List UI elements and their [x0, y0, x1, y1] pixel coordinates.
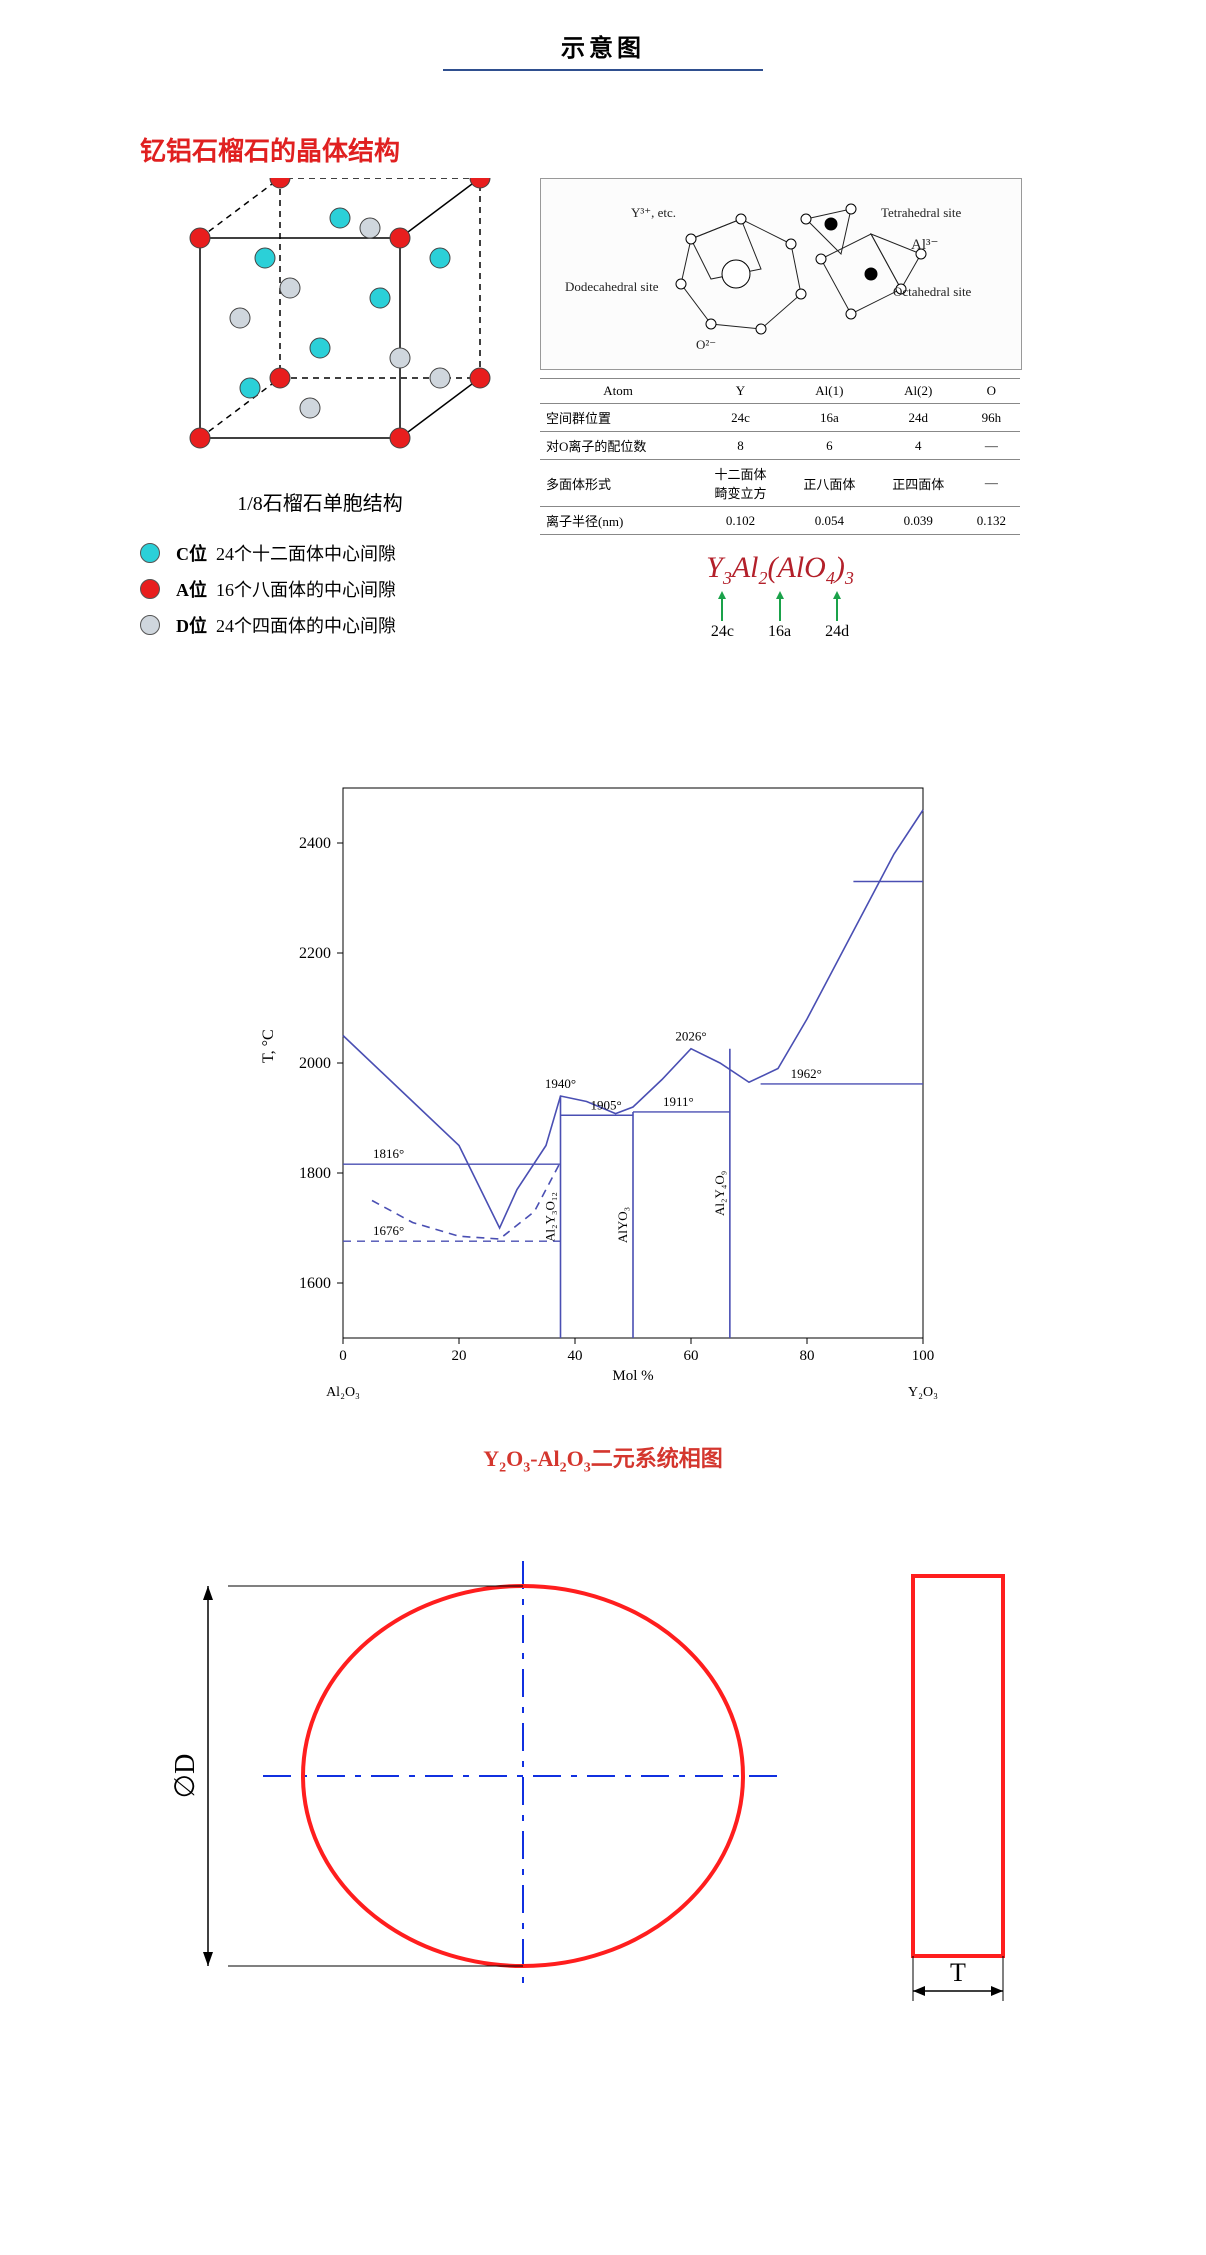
svg-text:1600: 1600 — [299, 1275, 331, 1292]
disc-front-view: ∅D — [153, 1556, 803, 1996]
table-header-cell: Al(1) — [785, 379, 874, 404]
table-cell: 十二面体 畸变立方 — [696, 460, 785, 507]
table-cell: 对O离子的配位数 — [540, 432, 696, 460]
table-cell: 多面体形式 — [540, 460, 696, 507]
formula-arrow: 16a — [768, 591, 791, 641]
page-title: 示意图 — [0, 0, 1206, 63]
table-header-cell: Y — [696, 379, 785, 404]
legend-label: C位 24个十二面体中心间隙 — [176, 540, 396, 566]
svg-text:1905°: 1905° — [591, 1097, 622, 1112]
label-oct: Octahedral site — [893, 284, 971, 300]
label-al3: Al³⁻ — [911, 235, 938, 254]
table-cell: 0.102 — [696, 507, 785, 535]
table-cell: 0.054 — [785, 507, 874, 535]
svg-text:2026°: 2026° — [675, 1029, 706, 1044]
svg-text:1800: 1800 — [299, 1165, 331, 1182]
svg-text:∅D: ∅D — [170, 1754, 201, 1799]
svg-text:100: 100 — [912, 1348, 935, 1364]
svg-text:1962°: 1962° — [791, 1066, 822, 1081]
svg-text:1816°: 1816° — [373, 1146, 404, 1161]
phase-diagram-caption: Y2O3-Al2O3二元系统相图 — [483, 1441, 722, 1476]
formula-arrow: 24d — [825, 591, 849, 641]
phase-diagram-chart: 1600 1800 2000 2200 2400 T, °C 0 20 40 60 80 100 Mol… — [243, 768, 963, 1408]
table-cell: 6 — [785, 432, 874, 460]
svg-text:20: 20 — [452, 1348, 467, 1364]
svg-text:1911°: 1911° — [663, 1094, 694, 1109]
legend-dot-icon — [140, 579, 160, 599]
atom-table: AtomYAl(1)Al(2)O空间群位置24c16a24d96h对O离子的配位… — [540, 378, 1020, 535]
table-cell: 4 — [874, 432, 963, 460]
table-cell: 24c — [696, 404, 785, 432]
svg-text:T: T — [950, 1958, 966, 1987]
legend-dot-icon — [140, 615, 160, 635]
table-cell: 96h — [963, 404, 1020, 432]
table-cell: 24d — [874, 404, 963, 432]
table-cell: 离子半径(nm) — [540, 507, 696, 535]
disc-side-view: T — [873, 1556, 1053, 2016]
table-header-cell: O — [963, 379, 1020, 404]
formula-arrow: 24c — [711, 591, 734, 641]
garnet-formula: Y3Al2(AlO4)3 — [540, 551, 1020, 589]
table-cell: — — [963, 432, 1020, 460]
site-legend: C位 24个十二面体中心间隙 A位 16个八面体的中心间隙 D位 24个四面体的中心… — [140, 540, 500, 638]
svg-text:AlYO₃: AlYO₃ — [615, 1207, 630, 1243]
unit-cell-caption: 1/8石榴石单胞结构 — [140, 487, 500, 516]
svg-text:1940°: 1940° — [545, 1076, 576, 1091]
table-cell: — — [963, 460, 1020, 507]
dimension-drawing-section: ∅D T — [0, 1556, 1206, 2021]
legend-item: D位 24个四面体的中心间隙 — [140, 612, 500, 638]
table-header-cell: Al(2) — [874, 379, 963, 404]
formula-site-arrows: 24c 16a 24d — [540, 591, 1020, 641]
legend-dot-icon — [140, 543, 160, 563]
legend-label: A位 16个八面体的中心间隙 — [176, 576, 396, 602]
title-underline — [443, 69, 763, 71]
svg-text:1676°: 1676° — [373, 1223, 404, 1238]
table-cell: 0.132 — [963, 507, 1020, 535]
polyhedra-diagram: Y³⁺, etc. Tetrahedral site Al³⁻ Dodecahe… — [540, 178, 1022, 370]
label-dod: Dodecahedral site — [565, 279, 658, 295]
table-cell: 8 — [696, 432, 785, 460]
label-y3: Y³⁺, etc. — [631, 205, 676, 221]
phase-diagram-section: 1600 1800 2000 2200 2400 T, °C 0 20 40 60 80 100 Mol… — [0, 768, 1206, 1476]
svg-text:40: 40 — [568, 1348, 583, 1364]
table-cell: 空间群位置 — [540, 404, 696, 432]
unit-cell-diagram — [140, 178, 500, 478]
table-row: 空间群位置24c16a24d96h — [540, 404, 1020, 432]
table-cell: 0.039 — [874, 507, 963, 535]
svg-text:T, °C: T, °C — [260, 1029, 277, 1063]
svg-text:60: 60 — [684, 1348, 699, 1364]
svg-text:80: 80 — [800, 1348, 815, 1364]
legend-item: C位 24个十二面体中心间隙 — [140, 540, 500, 566]
svg-text:Al₂Y₃O₁₂: Al₂Y₃O₁₂ — [543, 1192, 558, 1242]
crystal-structure-section: 钇铝石榴石的晶体结构 1/8石榴石单胞结构 C位 24个十二面体中心间隙 A位 1… — [140, 131, 1066, 648]
table-row: 离子半径(nm)0.1020.0540.0390.132 — [540, 507, 1020, 535]
svg-text:Al₂Y₄O₉: Al₂Y₄O₉ — [712, 1171, 727, 1216]
legend-item: A位 16个八面体的中心间隙 — [140, 576, 500, 602]
table-header-cell: Atom — [540, 379, 696, 404]
legend-label: D位 24个四面体的中心间隙 — [176, 612, 396, 638]
svg-text:2200: 2200 — [299, 945, 331, 962]
svg-text:2400: 2400 — [299, 835, 331, 852]
svg-text:Mol %: Mol % — [612, 1368, 653, 1384]
table-row: 多面体形式十二面体 畸变立方正八面体正四面体— — [540, 460, 1020, 507]
svg-text:0: 0 — [339, 1348, 347, 1364]
label-o2: O²⁻ — [696, 337, 716, 353]
label-tet: Tetrahedral site — [881, 205, 961, 221]
table-cell: 16a — [785, 404, 874, 432]
table-cell: 正八面体 — [785, 460, 874, 507]
svg-text:2000: 2000 — [299, 1055, 331, 1072]
svg-text:Al₂O₃: Al₂O₃ — [326, 1385, 360, 1400]
crystal-title: 钇铝石榴石的晶体结构 — [140, 131, 1066, 168]
table-cell: 正四面体 — [874, 460, 963, 507]
table-row: 对O离子的配位数864— — [540, 432, 1020, 460]
svg-text:Y₂O₃: Y₂O₃ — [908, 1385, 938, 1400]
